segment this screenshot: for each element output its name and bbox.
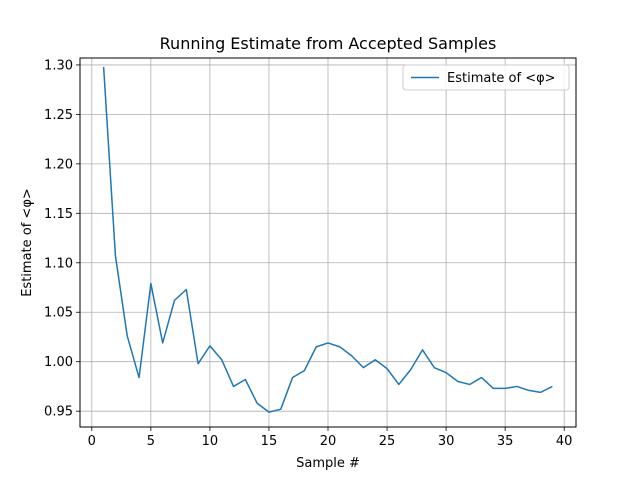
- data-point: [492, 387, 495, 390]
- data-point: [350, 354, 353, 357]
- y-tick-label: 1.10: [44, 256, 73, 271]
- legend-label: Estimate of <φ>: [447, 71, 556, 86]
- data-point: [327, 341, 330, 344]
- x-tick-label: 0: [88, 434, 96, 449]
- data-point: [279, 408, 282, 411]
- data-point: [208, 344, 211, 347]
- data-point: [256, 402, 259, 405]
- legend-box: [402, 64, 570, 91]
- data-point: [220, 358, 223, 361]
- data-point: [338, 345, 341, 348]
- y-tick-label: 1.15: [44, 207, 73, 222]
- data-point: [421, 348, 424, 351]
- data-point: [551, 385, 554, 388]
- data-point: [138, 376, 141, 379]
- data-point: [409, 368, 412, 371]
- x-tick-label: 25: [379, 434, 396, 449]
- data-point: [362, 366, 365, 369]
- y-tick-label: 1.30: [44, 58, 73, 73]
- data-point: [456, 380, 459, 383]
- y-tick-label: 1.25: [44, 108, 73, 123]
- data-point: [504, 387, 507, 390]
- series-layer: [102, 65, 554, 414]
- data-point: [173, 299, 176, 302]
- y-tick-label: 1.00: [44, 355, 73, 370]
- data-point: [197, 362, 200, 365]
- x-tick-label: 40: [556, 434, 573, 449]
- x-tick-label: 10: [202, 434, 219, 449]
- grid-lines: [80, 58, 576, 427]
- data-point: [386, 367, 389, 370]
- data-point: [291, 376, 294, 379]
- y-axis-label: Estimate of <φ>: [20, 188, 35, 297]
- x-tick-label: 35: [497, 434, 514, 449]
- data-point: [149, 282, 152, 285]
- data-point: [397, 383, 400, 386]
- x-tick-label: 5: [147, 434, 155, 449]
- y-tick-label: 0.95: [44, 405, 73, 420]
- data-point: [185, 288, 188, 291]
- series-line: [102, 66, 553, 413]
- data-point: [445, 371, 448, 374]
- data-point: [114, 254, 117, 257]
- data-point: [468, 383, 471, 386]
- data-point: [232, 385, 235, 388]
- y-tick-label: 1.05: [44, 306, 73, 321]
- legend: Estimate of <φ>: [402, 64, 570, 91]
- data-point: [161, 341, 164, 344]
- data-point: [102, 65, 105, 68]
- chart-title: Running Estimate from Accepted Samples: [160, 34, 497, 53]
- data-point: [433, 366, 436, 369]
- data-point: [303, 369, 306, 372]
- data-point: [527, 389, 530, 392]
- x-axis-label: Sample #: [296, 456, 360, 471]
- data-point: [539, 391, 542, 394]
- data-point: [374, 358, 377, 361]
- data-point: [126, 334, 129, 337]
- x-tick-label: 15: [261, 434, 278, 449]
- data-point: [315, 345, 318, 348]
- x-tick-label: 20: [320, 434, 337, 449]
- axis-ticks: 0 5 10 15 20 25 30 35 40 0.95 1.00 1.05 1.10 1.15 1.20…: [44, 58, 572, 449]
- data-point: [515, 385, 518, 388]
- x-tick-label: 30: [438, 434, 455, 449]
- data-point: [267, 411, 270, 414]
- y-tick-label: 1.20: [44, 157, 73, 172]
- data-point: [244, 378, 247, 381]
- data-point: [480, 376, 483, 379]
